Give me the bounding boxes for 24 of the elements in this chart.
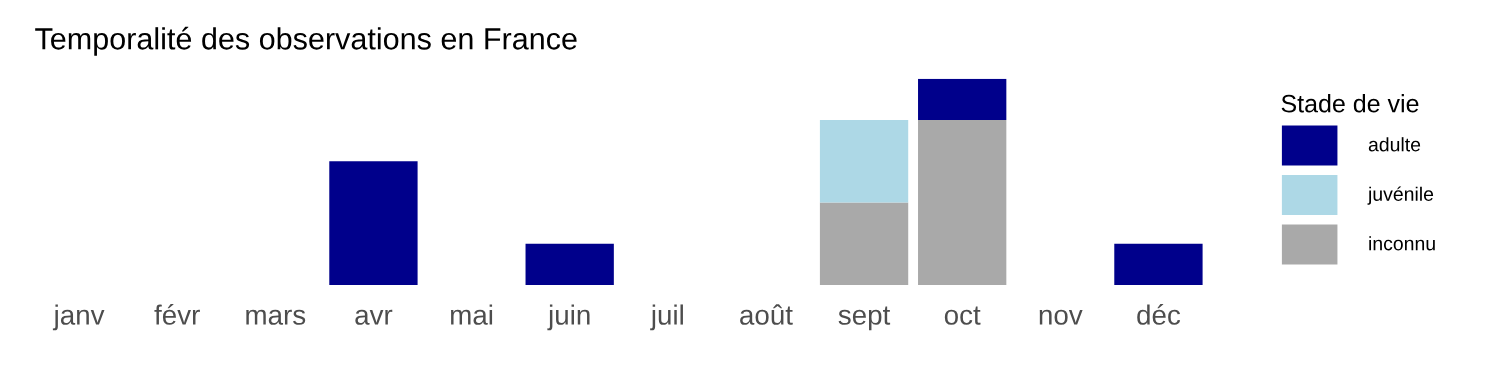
- bar: [525, 243, 614, 285]
- legend-label: juvénile: [1367, 186, 1434, 205]
- bar: [918, 78, 1007, 120]
- bar: [918, 120, 1007, 285]
- x-tick-label: avr: [355, 309, 393, 325]
- chart-title: Temporalité des observations en France: [35, 26, 577, 56]
- x-tick-label: déc: [1137, 304, 1181, 325]
- x-tick-label: janv: [52, 304, 105, 331]
- x-tick-label: févr: [154, 304, 200, 325]
- bar: [819, 120, 909, 203]
- x-tick-label: oct: [944, 306, 981, 325]
- x-tick-label: août: [740, 304, 793, 325]
- x-tick-label: sept: [838, 306, 891, 331]
- bar: [329, 161, 418, 285]
- legend-label: inconnu: [1369, 236, 1435, 251]
- bar: [1114, 243, 1203, 285]
- x-tick-label: juin: [547, 304, 590, 331]
- x-tick-label: nov: [1039, 309, 1083, 325]
- x-tick-label: mai: [451, 304, 493, 325]
- legend-title: Stade de vie: [1281, 94, 1419, 113]
- legend-label: adulte: [1368, 137, 1421, 152]
- x-tick-label: juil: [650, 304, 683, 331]
- x-tick-label: mars: [246, 309, 306, 325]
- bar: [819, 202, 909, 285]
